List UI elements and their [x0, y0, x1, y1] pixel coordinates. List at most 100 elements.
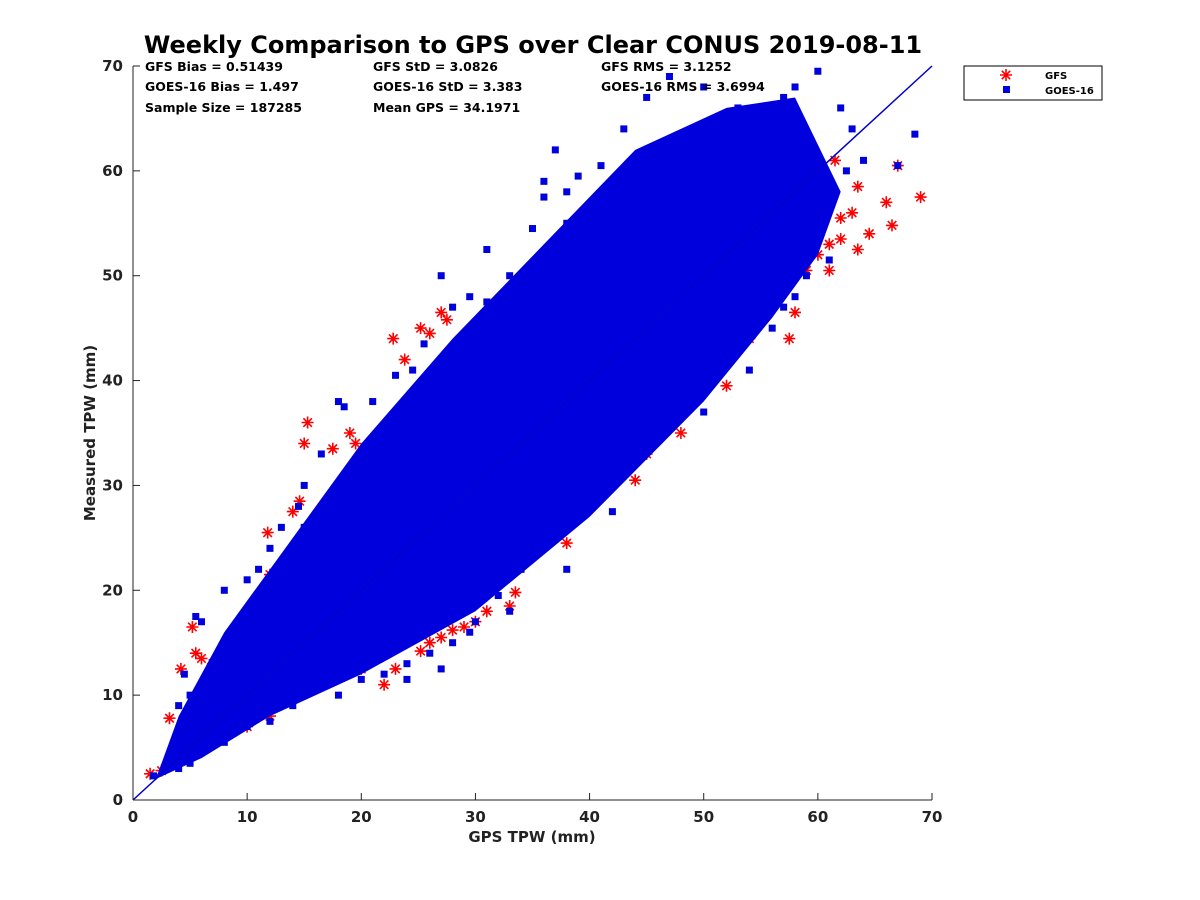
- goes16-point: [768, 104, 776, 112]
- goes16-point: [506, 607, 514, 615]
- goes16-point: [791, 240, 799, 248]
- goes16-point: [540, 193, 548, 201]
- goes16-point: [745, 293, 753, 301]
- goes16-point: [266, 607, 274, 615]
- goes16-point: [894, 162, 902, 170]
- axes: 0 10 20 30 40 50 60 70 0 10 20 30 40 50 60 70: [102, 57, 942, 826]
- y-tick-label: 10: [102, 686, 123, 704]
- goes16-point: [449, 450, 457, 458]
- goes16-point: [357, 675, 365, 683]
- gfs-point: [851, 243, 864, 256]
- goes16-point: [723, 356, 731, 364]
- goes16-point: [409, 366, 417, 374]
- stat-sample-size: Sample Size = 187285: [145, 100, 302, 115]
- x-tick-label: 0: [128, 808, 138, 826]
- goes16-point: [197, 618, 205, 626]
- gfs-point: [789, 306, 801, 319]
- goes16-point: [563, 565, 571, 573]
- x-ticks: 0 10 20 30 40 50 60 70: [128, 793, 942, 826]
- stat-gfs-bias: GFS Bias = 0.51439: [145, 59, 283, 74]
- goes16-point: [574, 172, 582, 180]
- goes16-point: [586, 481, 594, 489]
- goes16-point: [586, 293, 594, 301]
- goes16-point: [180, 670, 188, 678]
- goes16-point: [780, 303, 788, 311]
- legend: GFS GOES-16: [963, 65, 1103, 101]
- gfs-point: [440, 313, 453, 326]
- goes16-point: [295, 502, 303, 510]
- goes16-point: [700, 408, 708, 416]
- goes16-point: [643, 93, 651, 101]
- gfs-point: [783, 332, 796, 345]
- x-tick-label: 40: [579, 808, 600, 826]
- goes16-point: [483, 298, 491, 306]
- goes16-point: [220, 586, 228, 594]
- goes16-point: [700, 345, 708, 353]
- goes16-point: [300, 523, 308, 531]
- gfs-point: [423, 636, 436, 649]
- legend-goes16-marker: [1003, 86, 1010, 93]
- gfs-point: [674, 427, 687, 439]
- y-tick-label: 20: [102, 581, 123, 599]
- x-axis-label: GPS TPW (mm): [468, 828, 595, 846]
- goes16-point: [323, 513, 331, 521]
- gfs-point: [829, 154, 841, 167]
- goes16-point: [517, 565, 525, 573]
- goes16-point: [529, 225, 536, 233]
- goes16-point: [483, 246, 491, 253]
- goes16-point: [426, 649, 434, 657]
- goes16-point: [723, 125, 731, 133]
- goes16-point: [825, 256, 833, 264]
- goes16-point: [723, 314, 731, 322]
- gfs-point: [349, 437, 362, 450]
- gfs-point: [629, 474, 642, 487]
- goes16-point: [791, 83, 799, 91]
- goes16-point: [186, 691, 194, 699]
- legend-goes16-label: GOES-16: [1045, 86, 1094, 97]
- x-tick-label: 30: [465, 808, 486, 826]
- goes16-point: [563, 219, 571, 227]
- goes16-point: [334, 691, 342, 699]
- goes16-point: [192, 613, 200, 620]
- gfs-point: [834, 233, 847, 245]
- goes16-point: [243, 639, 251, 647]
- gfs-point: [503, 600, 516, 612]
- goes16-point: [563, 188, 571, 196]
- gfs-point: [186, 621, 199, 633]
- goes16-point: [197, 749, 205, 757]
- goes16-point: [597, 162, 605, 170]
- goes16-point: [266, 717, 274, 725]
- goes16-point: [506, 272, 514, 280]
- goes16-point: [768, 324, 776, 332]
- goes16-point: [563, 314, 571, 322]
- legend-gfs-label: GFS: [1045, 71, 1067, 82]
- goes16-point: [608, 508, 616, 516]
- gfs-point: [846, 206, 859, 219]
- goes16-point: [220, 738, 228, 746]
- goes16-point: [243, 723, 251, 731]
- y-tick-label: 40: [102, 372, 123, 390]
- gfs-point: [823, 238, 836, 251]
- stat-goes-std: GOES-16 StD = 3.383: [373, 79, 522, 94]
- x-tick-label: 60: [807, 808, 828, 826]
- gfs-point: [435, 631, 448, 644]
- goes16-point: [186, 759, 194, 767]
- gfs-point: [298, 437, 311, 450]
- goes16-point: [677, 392, 685, 400]
- gfs-point: [174, 662, 187, 675]
- legend-box: [963, 65, 1103, 101]
- goes16-point: [540, 177, 548, 185]
- gfs-point: [560, 537, 573, 550]
- gfs-point: [398, 353, 411, 366]
- gfs-point: [195, 652, 208, 665]
- gfs-point: [834, 212, 847, 224]
- goes16-point: [814, 67, 822, 75]
- gfs-point: [343, 427, 356, 439]
- goes16-dense-cloud: [155, 97, 841, 779]
- goes16-point: [494, 592, 502, 600]
- gfs-point: [414, 322, 427, 335]
- gfs-point: [863, 227, 876, 240]
- goes16-point: [403, 660, 411, 668]
- x-tick-label: 10: [237, 808, 258, 826]
